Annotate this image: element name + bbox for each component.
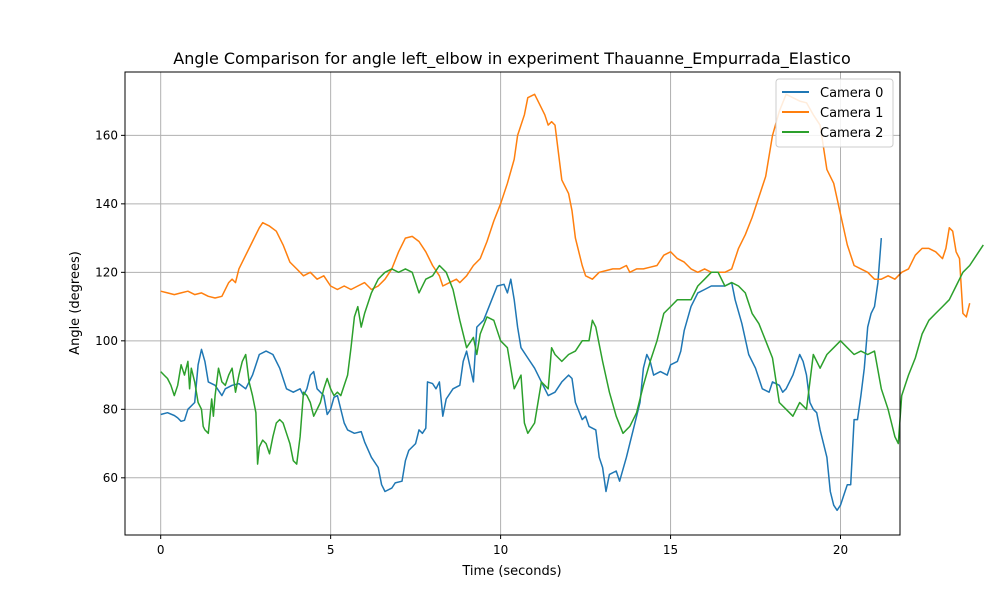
x-tick-label: 5 [327, 543, 335, 557]
x-tick-label: 20 [833, 543, 848, 557]
series-line-camera-2 [160, 244, 984, 465]
legend: Camera 0 Camera 1 Camera 2 [775, 78, 894, 148]
x-tick-label: 15 [663, 543, 678, 557]
y-tick-label: 140 [95, 197, 118, 211]
plot-frame [124, 71, 901, 536]
legend-label: Camera 0 [820, 86, 883, 101]
y-axis-label: Angle (degrees) [68, 251, 83, 355]
y-axis: 60 80 100 120 140 160 [95, 128, 125, 485]
x-tick-label: 10 [493, 543, 508, 557]
chart-title: Angle Comparison for angle left_elbow in… [173, 49, 850, 69]
x-tick-label: 0 [157, 543, 165, 557]
x-axis: 0 5 10 15 20 [157, 535, 848, 557]
y-tick-label: 60 [103, 471, 118, 485]
y-tick-label: 120 [95, 265, 118, 279]
legend-box [775, 78, 894, 148]
y-tick-label: 80 [103, 402, 118, 416]
y-tick-label: 160 [95, 128, 118, 142]
series-line-camera-1 [160, 93, 971, 318]
series-layer [160, 93, 984, 512]
grid [125, 72, 900, 535]
legend-label: Camera 2 [820, 126, 883, 141]
legend-label: Camera 1 [820, 106, 883, 121]
x-axis-label: Time (seconds) [461, 564, 561, 579]
y-tick-label: 100 [95, 334, 118, 348]
series-line-camera-0 [160, 238, 883, 512]
